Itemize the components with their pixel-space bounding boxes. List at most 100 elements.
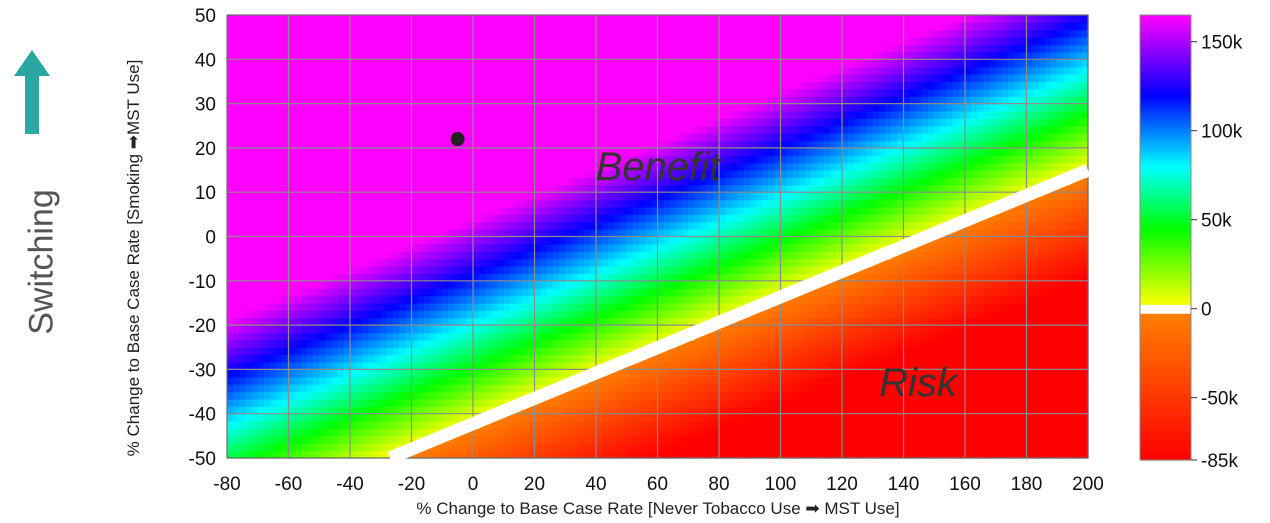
heat-cell (257, 369, 265, 378)
heat-cell (516, 317, 523, 326)
heat-cell (719, 44, 726, 53)
heat-cell (528, 118, 536, 127)
heat-cell (497, 15, 505, 23)
heat-cell (731, 133, 739, 142)
heat-cell (380, 354, 388, 363)
heat-cell (608, 266, 616, 275)
heat-cell (706, 103, 714, 112)
heat-cell (509, 450, 517, 459)
heat-cell (276, 66, 283, 75)
heat-cell (300, 236, 308, 245)
heat-cell (350, 354, 357, 363)
heat-cell (386, 22, 394, 31)
heat-cell (608, 229, 616, 238)
heat-cell (448, 288, 456, 297)
heat-cell (270, 155, 277, 164)
heat-cell (436, 206, 443, 215)
heat-cell (263, 332, 271, 341)
heat-cell (460, 354, 468, 363)
heat-cell (263, 302, 271, 311)
heat-cell (448, 44, 456, 53)
heat-cell (294, 206, 302, 215)
heat-cell (700, 88, 708, 97)
heat-cell (626, 125, 634, 134)
heat-cell (565, 288, 572, 297)
heat-cell (319, 369, 326, 378)
heat-cell (540, 51, 548, 60)
heat-cell (485, 391, 493, 400)
heat-cell (663, 317, 671, 326)
heat-cell (233, 59, 240, 68)
heat-cell (731, 421, 739, 430)
heat-cell (602, 221, 609, 230)
heat-cell (565, 251, 572, 260)
heat-cell (239, 118, 247, 127)
heat-cell (306, 29, 314, 38)
heat-cell (417, 302, 425, 311)
heat-cell (239, 347, 247, 356)
heat-cell (263, 74, 271, 83)
heat-cell (479, 443, 486, 452)
heat-cell (516, 339, 523, 348)
heat-cell (602, 339, 609, 348)
heat-cell (399, 44, 406, 53)
heat-cell (276, 266, 283, 275)
heat-cell (436, 266, 443, 275)
heat-cell (651, 206, 659, 215)
heat-cell (565, 302, 572, 311)
heat-cell (565, 162, 572, 171)
heat-cell (429, 66, 437, 75)
heat-cell (350, 302, 357, 311)
heat-cell (700, 206, 708, 215)
heat-cell (270, 332, 277, 341)
heat-cell (436, 140, 443, 149)
heat-cell (719, 347, 726, 356)
heat-cell (460, 295, 468, 304)
heat-cell (331, 273, 339, 282)
heat-cell (479, 302, 486, 311)
heat-cell (626, 15, 634, 23)
heat-cell (227, 162, 234, 171)
heat-cell (263, 162, 271, 171)
heat-cell (386, 421, 394, 430)
heat-cell (423, 66, 431, 75)
heat-cell (239, 384, 247, 393)
heat-cell (651, 221, 659, 230)
heat-cell (270, 88, 277, 97)
heat-cell (233, 280, 240, 289)
heat-cell (657, 391, 665, 400)
heat-cell (362, 66, 370, 75)
heat-cell (497, 81, 505, 90)
heat-cell (528, 37, 536, 46)
heat-cell (263, 251, 271, 260)
heat-cell (257, 288, 265, 297)
heat-cell (608, 236, 616, 245)
heat-cell (491, 192, 499, 201)
heat-cell (626, 266, 634, 275)
heat-cell (325, 184, 333, 193)
heat-cell (571, 118, 579, 127)
heat-cell (399, 362, 406, 370)
heat-cell (245, 310, 253, 319)
heat-cell (454, 155, 462, 164)
heat-cell (694, 347, 702, 356)
heat-cell (263, 295, 271, 304)
heat-cell (337, 406, 345, 415)
heat-cell (632, 162, 640, 171)
heat-cell (645, 339, 652, 348)
heat-cell (288, 192, 296, 201)
heat-cell (516, 273, 523, 282)
heat-cell (528, 362, 536, 370)
heat-cell (405, 88, 413, 97)
heat-cell (251, 118, 259, 127)
heat-cell (614, 369, 622, 378)
heat-cell (245, 317, 253, 326)
heat-cell (436, 295, 443, 304)
heat-cell (473, 406, 480, 415)
heat-cell (712, 44, 720, 53)
heat-cell (688, 273, 695, 282)
heat-cell (552, 369, 560, 378)
heat-cell (565, 221, 572, 230)
heat-cell (306, 435, 314, 444)
heat-cell (694, 258, 702, 267)
